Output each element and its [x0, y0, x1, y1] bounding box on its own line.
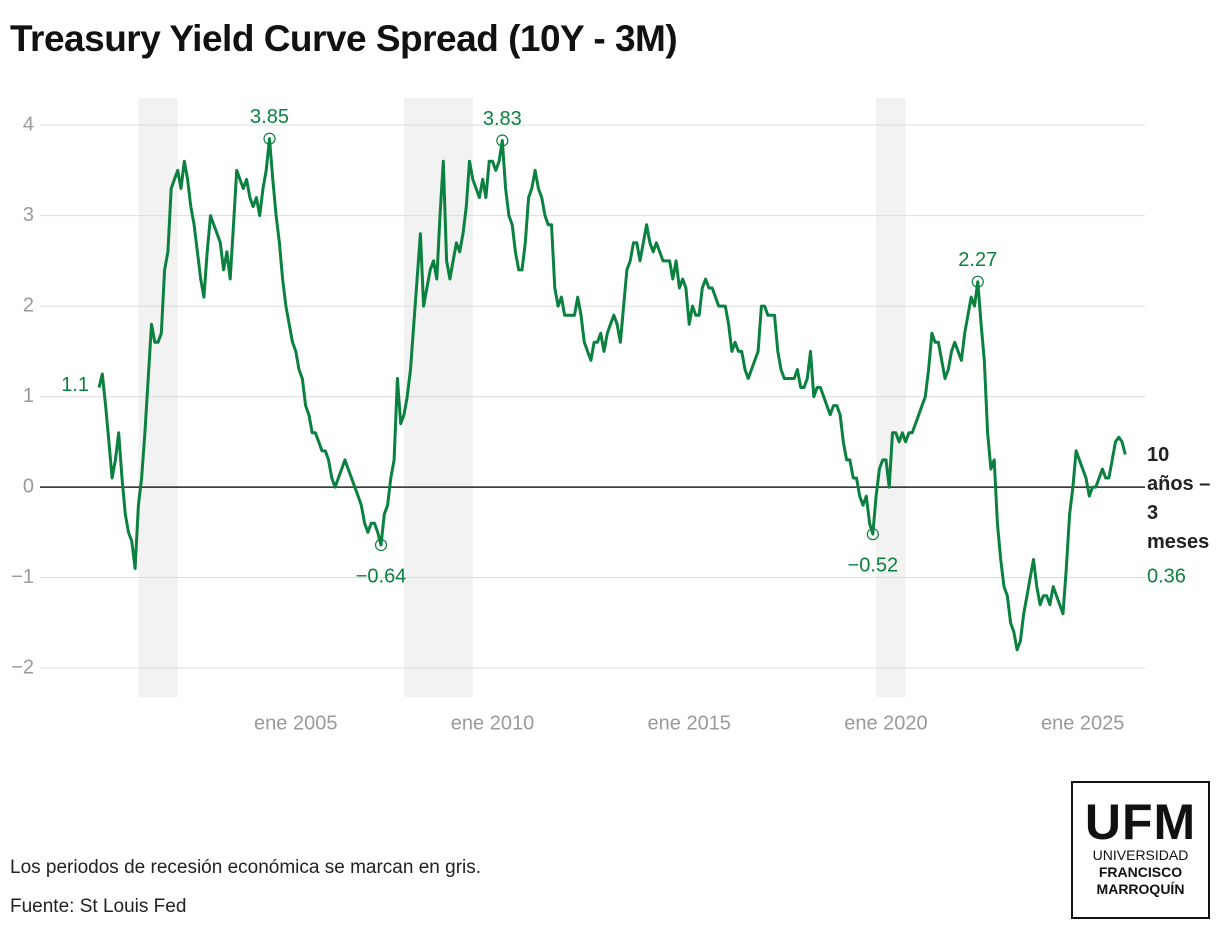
y-tick-label: 3 — [23, 204, 34, 226]
logo-mark: UFM — [1084, 794, 1197, 850]
annotation-marker — [374, 538, 388, 552]
start-value-label: 1.1 — [61, 374, 89, 396]
y-tick-label: −2 — [11, 656, 34, 678]
chart-title: Treasury Yield Curve Spread (10Y - 3M) — [10, 18, 678, 59]
annotation-label: −0.64 — [356, 565, 407, 587]
x-tick-label: ene 2005 — [254, 712, 337, 734]
annotation-marker — [496, 134, 509, 147]
logo-line: FRANCISCO — [1098, 864, 1183, 880]
x-tick-label: ene 2015 — [648, 712, 731, 734]
x-tick-label: ene 2020 — [844, 712, 927, 734]
y-tick-label: −1 — [11, 566, 34, 588]
source: Fuente: St Louis Fed — [10, 896, 187, 917]
y-tick-label: 4 — [23, 113, 34, 135]
recession-band — [876, 98, 906, 697]
y-tick-label: 0 — [23, 475, 34, 497]
annotation-label: −0.52 — [848, 554, 899, 576]
logo: UFM UNIVERSIDAD FRANCISCO MARROQUÍN — [1071, 781, 1210, 919]
x-tick-label: ene 2025 — [1041, 712, 1124, 734]
annotation-marker — [866, 528, 879, 541]
series-line — [97, 137, 1127, 652]
logo-line: UNIVERSIDAD — [1092, 847, 1189, 863]
recession-band — [403, 98, 473, 697]
annotation-marker — [263, 132, 276, 145]
y-tick-label: 2 — [23, 294, 34, 316]
annotation-marker — [971, 275, 984, 288]
y-tick-label: 1 — [23, 385, 34, 407]
end-value-label: 0.36 — [1147, 565, 1186, 587]
series-label: 10 años – 3 meses — [1147, 444, 1211, 553]
logo-line: MARROQUÍN — [1096, 881, 1185, 897]
annotation-label: 2.27 — [958, 249, 997, 271]
annotation-label: 3.83 — [483, 108, 522, 130]
x-tick-label: ene 2010 — [451, 712, 534, 734]
note: Los periodos de recesión económica se ma… — [10, 857, 482, 878]
annotation-label: 3.85 — [250, 106, 289, 128]
